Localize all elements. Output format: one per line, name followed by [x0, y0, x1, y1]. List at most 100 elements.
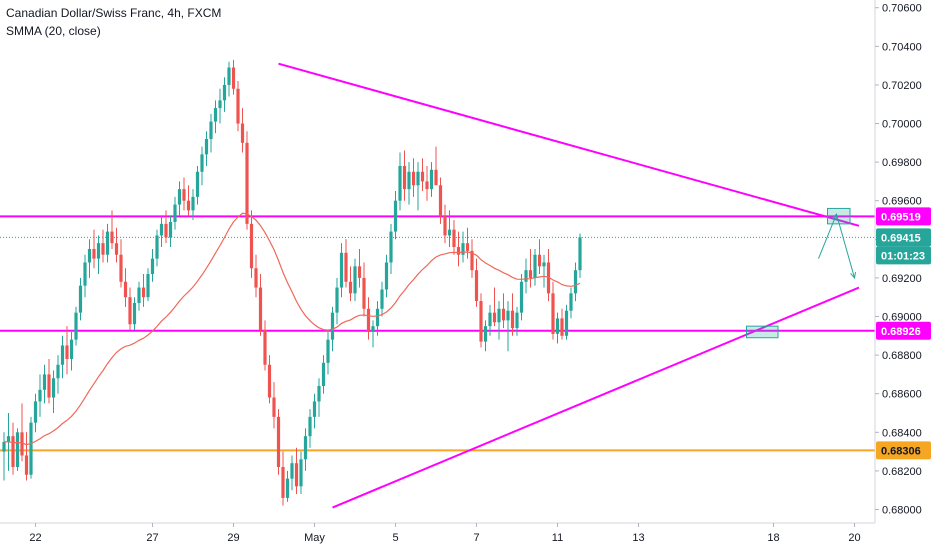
candle-body: [362, 277, 366, 309]
y-tick-label: 0.70200: [882, 80, 922, 92]
candle-body: [524, 270, 528, 282]
candle-body: [497, 308, 501, 323]
upper-level-label-bg: [876, 207, 931, 226]
candle-body: [146, 274, 150, 298]
symbol-title[interactable]: Canadian Dollar/Swiss Franc, 4h, FXCM: [6, 6, 222, 20]
x-tick-label: 7: [473, 532, 479, 544]
candle-body: [357, 266, 362, 278]
candle-body: [537, 254, 542, 267]
candle-body: [47, 374, 51, 398]
candle-body: [546, 262, 551, 294]
candle-body: [15, 432, 20, 468]
trend-line: [278, 62, 860, 227]
candle-body: [182, 189, 186, 201]
y-tick-label: 0.68800: [882, 350, 922, 362]
y-tick-label: 0.69600: [882, 196, 922, 208]
x-tick-label: 22: [29, 532, 41, 544]
candle-body: [294, 463, 299, 487]
candle-body: [434, 169, 438, 186]
candle-body: [258, 287, 263, 331]
candle-body: [402, 165, 407, 190]
candle-body: [335, 287, 339, 313]
candle-body: [465, 243, 470, 251]
candle-body: [200, 154, 204, 172]
candle-body: [348, 281, 353, 294]
candle-body: [429, 169, 434, 190]
candle-body: [380, 289, 384, 309]
candle-body: [96, 243, 101, 259]
upper-level-label: 0.69519: [881, 211, 921, 223]
candle-body: [159, 223, 164, 236]
candle-body: [164, 223, 168, 238]
candle-body: [407, 171, 411, 190]
candle-body: [542, 262, 546, 267]
candle-body: [2, 441, 6, 452]
candle-body: [375, 308, 380, 327]
candle-body: [506, 310, 510, 321]
candle-body: [186, 200, 191, 211]
candle-body: [74, 312, 78, 340]
countdown-label-bg: [876, 246, 931, 265]
candle-body: [573, 270, 578, 294]
price-axis[interactable]: 0.70600 0.70400 0.70200 0.70000 0.69800 0.696…: [874, 0, 922, 523]
candle-body: [425, 181, 429, 190]
candle-body: [245, 142, 249, 224]
time-axis[interactable]: 22 27 29 May 5 7 11 13 18 20: [0, 522, 875, 544]
candle-body: [51, 378, 56, 398]
candle-body: [519, 281, 524, 313]
candle-body: [11, 436, 15, 468]
support-touch-box: [746, 325, 779, 339]
candle-body: [551, 293, 555, 334]
candle-body: [150, 258, 155, 275]
candle-body: [416, 171, 420, 186]
candle-body: [191, 196, 195, 211]
candle-body: [492, 312, 497, 323]
candle-body: [231, 67, 236, 89]
candle-body: [389, 231, 393, 263]
indicator-title[interactable]: SMMA (20, close): [6, 24, 101, 38]
candle-body: [263, 330, 267, 365]
y-tick-label: 0.70600: [882, 3, 922, 15]
candle-body: [24, 455, 29, 475]
candle-body: [578, 237, 582, 271]
projection-arrow: [836, 214, 855, 279]
candle-body: [456, 247, 461, 255]
candle-body: [344, 252, 348, 282]
candle-body: [110, 231, 114, 244]
candle-body: [308, 416, 312, 437]
candle-body: [533, 254, 537, 278]
x-tick-label: May: [304, 532, 325, 544]
y-tick-label: 0.68600: [882, 389, 922, 401]
candle-body: [443, 216, 447, 236]
x-tick-label: 11: [552, 532, 563, 544]
candle-body: [83, 262, 87, 286]
horizontal-levels: [0, 215, 875, 452]
candle-body: [218, 100, 222, 109]
candle-body: [326, 339, 330, 363]
candle-body: [222, 84, 227, 101]
y-tick-label: 0.70400: [882, 41, 922, 53]
candle-body: [195, 171, 200, 197]
candle-body: [33, 401, 38, 423]
y-tick-label: 0.68400: [882, 427, 922, 439]
candle-body: [114, 243, 119, 255]
candle-body: [420, 171, 425, 182]
last-price-label: 0.69415: [881, 232, 921, 244]
candle-body: [474, 270, 479, 302]
candle-body: [173, 204, 177, 222]
candle-body: [330, 312, 335, 340]
candle-body: [132, 302, 137, 325]
candle-body: [177, 189, 182, 205]
candle-body: [20, 432, 24, 456]
candle-body: [60, 345, 65, 365]
candle-body: [281, 467, 285, 498]
candle-body: [128, 297, 132, 325]
candle-body: [105, 231, 110, 255]
support-level-label: 0.68306: [881, 445, 921, 457]
candle-body: [312, 401, 317, 417]
candle-body: [42, 374, 47, 390]
candle-body: [272, 397, 276, 417]
candle-body: [254, 268, 258, 288]
lower-level-label-bg: [876, 321, 931, 340]
